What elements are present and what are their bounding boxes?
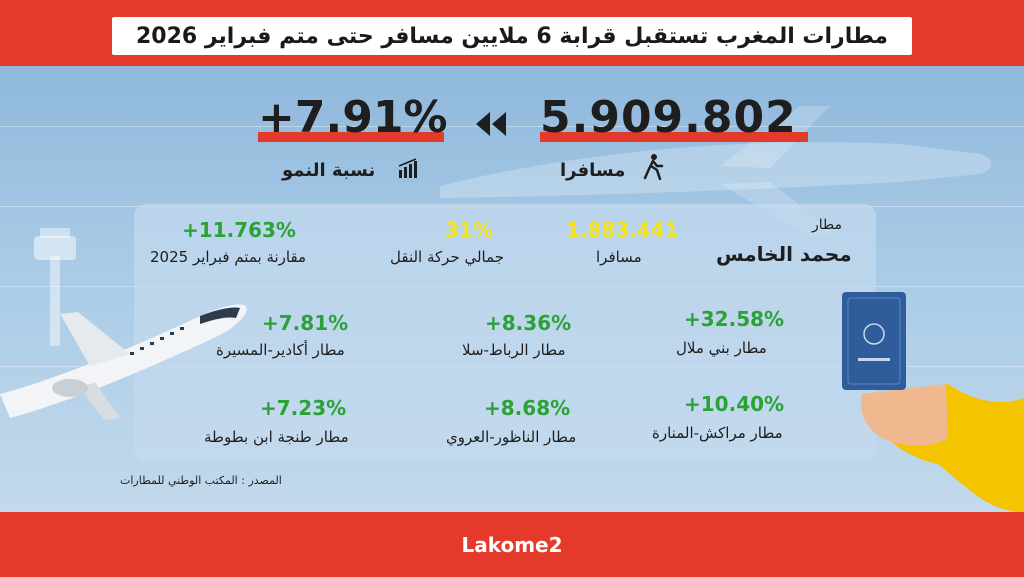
featured-growth-value: +11.763% (182, 218, 296, 242)
airport-growth-value: +32.58% (684, 307, 785, 331)
total-passengers-value: 5.909.802 (540, 92, 797, 143)
growth-bars-icon (398, 158, 417, 178)
airplane-illustration (0, 304, 247, 420)
airport-name-label: مطار الرباط-سلا (462, 341, 566, 359)
airport-name-label: مطار مراكش-المنارة (652, 424, 783, 442)
double-arrow-left-icon (476, 112, 506, 136)
airport-name-label: مطار أكادير-المسيرة (216, 341, 345, 359)
airport-growth-value: +7.81% (262, 311, 349, 335)
featured-airport-name: محمد الخامس (716, 242, 852, 266)
control-tower-illustration (34, 228, 76, 346)
source-note: المصدر : المكتب الوطني للمطارات (120, 474, 282, 487)
passport-hand-illustration (842, 292, 1024, 512)
page-title: مطارات المغرب تستقبل قرابة 6 ملايين مساف… (135, 23, 889, 49)
total-growth-value: +7.91% (258, 92, 448, 143)
brand-logo-text: Lakome2 (461, 532, 563, 557)
airport-name-label: مطار بني ملال (676, 339, 767, 357)
airport-name-label: مطار طنجة ابن بطوطة (204, 428, 349, 446)
featured-passengers-label: مسافرا (596, 248, 642, 266)
title-box: مطارات المغرب تستقبل قرابة 6 ملايين مساف… (112, 17, 912, 55)
featured-airport-prefix: مطار (812, 217, 843, 233)
growth-underline (258, 132, 444, 142)
growth-label: نسبة النمو (282, 160, 376, 181)
featured-growth-label: مقارنة بمتم فبراير 2025 (150, 248, 307, 266)
airport-growth-value: +8.68% (484, 396, 571, 420)
stats-panel (134, 204, 876, 462)
footer-bar: Lakome2 (0, 512, 1024, 577)
header-bar: مطارات المغرب تستقبل قرابة 6 ملايين مساف… (0, 0, 1024, 66)
passengers-underline (540, 132, 808, 142)
featured-passengers-value: 1.883.441 (566, 218, 679, 242)
airport-growth-value: +7.23% (260, 396, 347, 420)
airport-name-label: مطار الناظور-العروي (446, 428, 577, 446)
featured-share-label: جمالي حركة النقل (390, 248, 505, 266)
airport-growth-value: +8.36% (485, 311, 572, 335)
passengers-label: مسافرا (560, 160, 626, 181)
airport-growth-value: +10.40% (684, 392, 785, 416)
featured-share-value: 31% (445, 218, 493, 242)
walking-person-icon (643, 154, 664, 180)
